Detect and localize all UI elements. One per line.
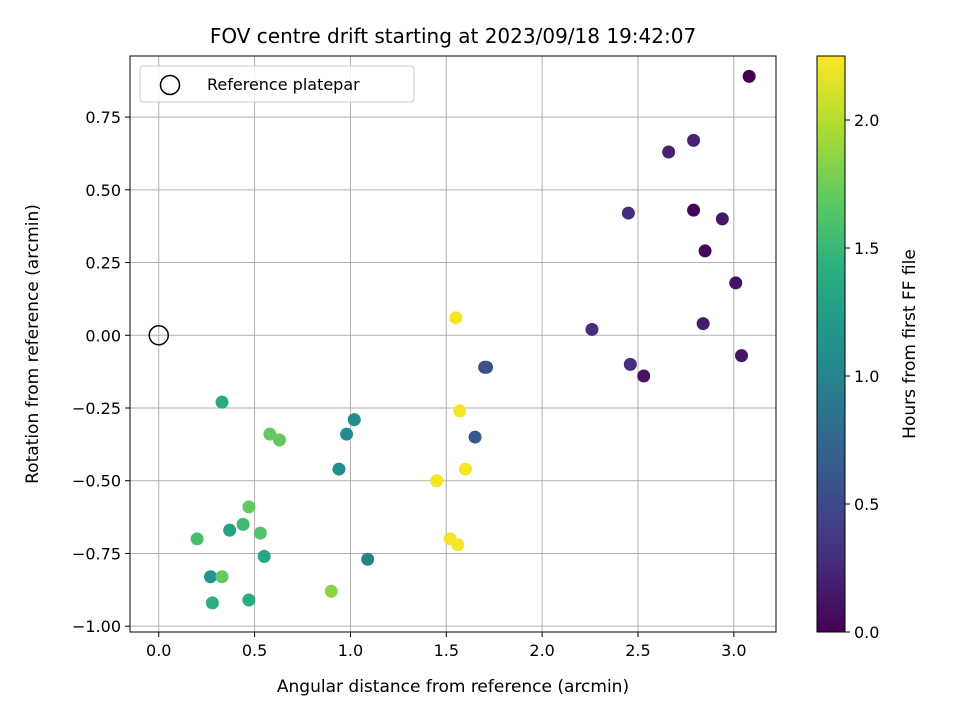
data-points bbox=[190, 69, 756, 610]
data-point bbox=[742, 69, 756, 83]
x-tick-label: 1.5 bbox=[434, 641, 459, 660]
legend-box bbox=[139, 65, 415, 103]
data-point bbox=[734, 349, 748, 363]
colorbar-tick-label: 0.0 bbox=[854, 623, 879, 642]
colorbar-tick-label: 2.0 bbox=[854, 111, 879, 130]
data-point bbox=[253, 526, 267, 540]
data-point bbox=[273, 433, 287, 447]
data-point bbox=[215, 570, 229, 584]
data-point bbox=[637, 369, 651, 383]
data-point bbox=[257, 549, 271, 563]
colorbar-ticks: 0.0 0.5 1.0 1.5 2.0 bbox=[845, 111, 879, 642]
data-point bbox=[453, 404, 467, 418]
y-tick-label: −1.00 bbox=[72, 617, 121, 636]
data-point bbox=[662, 145, 676, 159]
data-point bbox=[242, 500, 256, 514]
colorbar-tick-label: 0.5 bbox=[854, 495, 879, 514]
data-point bbox=[242, 593, 256, 607]
data-point bbox=[430, 474, 444, 488]
data-point bbox=[347, 413, 361, 427]
y-tick-label: 0.50 bbox=[85, 181, 121, 200]
x-tick-label: 1.0 bbox=[338, 641, 363, 660]
y-tick-label: 0.75 bbox=[85, 108, 121, 127]
data-point bbox=[236, 517, 250, 531]
data-point bbox=[215, 395, 229, 409]
legend: Reference platepar bbox=[139, 65, 415, 103]
x-tick-label: 2.5 bbox=[625, 641, 650, 660]
grid-lines bbox=[130, 56, 776, 632]
x-tick-label: 2.0 bbox=[529, 641, 554, 660]
legend-reference-icon bbox=[159, 74, 181, 96]
y-tick-label: −0.25 bbox=[72, 399, 121, 418]
data-point bbox=[332, 462, 346, 476]
y-tick-label: 0.25 bbox=[85, 254, 121, 273]
colorbar-tick-label: 1.5 bbox=[854, 239, 879, 258]
data-point bbox=[361, 552, 375, 566]
plot-frame bbox=[129, 55, 777, 633]
data-point bbox=[468, 430, 482, 444]
x-tick-label: 0.0 bbox=[146, 641, 171, 660]
x-axis-ticks: 0.0 0.5 1.0 1.5 2.0 2.5 3.0 bbox=[146, 632, 747, 660]
data-point bbox=[698, 244, 712, 258]
colorbar-tick-label: 1.0 bbox=[854, 367, 879, 386]
y-tick-label: −0.75 bbox=[72, 544, 121, 563]
data-point bbox=[190, 532, 204, 546]
data-point bbox=[458, 462, 472, 476]
data-point bbox=[263, 427, 277, 441]
x-axis-label: Angular distance from reference (arcmin) bbox=[277, 677, 629, 697]
data-point bbox=[204, 570, 218, 584]
data-point bbox=[324, 584, 338, 598]
data-point bbox=[687, 133, 701, 147]
x-tick-label: 3.0 bbox=[721, 641, 746, 660]
data-point bbox=[585, 322, 599, 336]
data-point bbox=[478, 360, 492, 374]
data-point bbox=[223, 523, 237, 537]
data-point bbox=[621, 206, 635, 220]
data-point bbox=[729, 276, 743, 290]
reference-marker bbox=[148, 325, 170, 346]
y-tick-label: 0.00 bbox=[85, 326, 121, 345]
data-point bbox=[687, 203, 701, 217]
y-axis-label: Rotation from reference (arcmin) bbox=[23, 204, 43, 484]
data-point bbox=[715, 212, 729, 226]
legend-reference-label: Reference platepar bbox=[207, 75, 360, 94]
x-tick-label: 0.5 bbox=[242, 641, 267, 660]
data-point bbox=[340, 427, 354, 441]
chart-title: FOV centre drift starting at 2023/09/18 … bbox=[210, 24, 696, 48]
data-point bbox=[623, 357, 637, 371]
y-tick-label: −0.50 bbox=[72, 472, 121, 491]
data-point bbox=[451, 538, 465, 552]
colorbar-label: Hours from first FF file bbox=[900, 249, 920, 439]
data-point bbox=[696, 317, 710, 331]
data-point bbox=[205, 596, 219, 610]
colorbar bbox=[816, 55, 846, 633]
y-axis-ticks: −1.00 −0.75 −0.50 −0.25 0.00 0.25 0.50 0.75 bbox=[72, 108, 130, 636]
data-point bbox=[449, 311, 463, 325]
